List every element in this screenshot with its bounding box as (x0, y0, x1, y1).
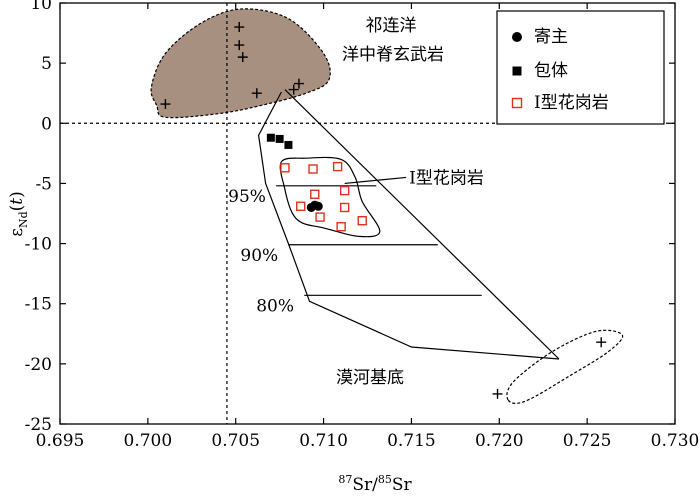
enclave-point (284, 140, 293, 149)
series-2 (280, 161, 367, 232)
granite-point (308, 164, 318, 174)
granite-point (357, 216, 367, 226)
x-axis-label: 87Sr/85Sr (338, 473, 412, 495)
x-tick-label: 0.705 (211, 431, 260, 451)
cross-point (492, 388, 503, 399)
enclave-point (266, 133, 275, 142)
x-tick-label: 0.700 (124, 431, 173, 451)
percent-label-90: 90% (240, 246, 278, 266)
y-tick-label: 0 (41, 114, 52, 134)
legend-box (496, 10, 665, 125)
granite-point (332, 161, 343, 172)
mantle-field-region (150, 8, 331, 119)
legend-marker-filled-square (512, 66, 522, 76)
granite-point (339, 202, 350, 213)
cross-point (237, 52, 248, 63)
host-point (313, 201, 323, 211)
cross-point (596, 337, 607, 348)
granite-field-label: I型花岗岩 (409, 168, 484, 188)
enclave-point (275, 134, 284, 143)
mantle-field-label-line2: 洋中脊玄武岩 (342, 45, 444, 65)
x-tick-label: 0.730 (651, 431, 700, 451)
granite-point (280, 163, 290, 173)
granite-point (336, 222, 346, 232)
percent-label-80: 80% (256, 296, 294, 316)
basement-field-label: 漠河基底 (336, 368, 404, 388)
mixing-envelope-upper-line (284, 89, 560, 360)
plot-frame (59, 2, 676, 425)
granite-leader-line (344, 176, 407, 185)
granite-point (310, 189, 320, 199)
y-tick-label: -25 (25, 415, 52, 435)
cross-point (251, 88, 262, 99)
mantle-field-label-line1: 祁连洋 (366, 16, 417, 36)
series-3 (160, 22, 607, 399)
cross-point (288, 84, 299, 95)
legend-label: 包体 (534, 61, 568, 81)
mixing-envelope-lower-line (257, 91, 560, 360)
percent-label-95: 95% (228, 187, 266, 207)
y-axis-label: εNd(t) (7, 191, 30, 237)
x-tick-label: 0.720 (475, 431, 524, 451)
y-tick-label: -20 (25, 355, 52, 375)
y-tick-label: -10 (25, 235, 52, 255)
legend-label: 寄主 (534, 27, 568, 47)
x-tick-label: 0.715 (387, 431, 436, 451)
y-tick-label: 5 (41, 54, 52, 74)
cross-point (293, 78, 304, 89)
granite-point (315, 212, 325, 222)
y-tick-label: 10 (30, 0, 52, 14)
x-tick-label: 0.710 (299, 431, 348, 451)
y-tick-label: -15 (25, 295, 52, 315)
cross-point (160, 99, 171, 110)
granite-field-outline (279, 156, 381, 238)
y-tick-label: -5 (35, 174, 52, 194)
x-tick-label: 0.725 (563, 431, 612, 451)
cross-point (234, 40, 245, 51)
series-0 (306, 200, 323, 212)
legend-marker-circle (512, 32, 522, 42)
granite-point (339, 185, 350, 196)
x-tick-label: 0.695 (36, 431, 85, 451)
granite-point (296, 201, 306, 211)
basement-field-outline (506, 329, 624, 404)
series-1 (266, 133, 293, 149)
legend-marker-open-square (511, 97, 523, 109)
legend-label: I型花岗岩 (534, 93, 609, 113)
cross-point (234, 22, 245, 33)
